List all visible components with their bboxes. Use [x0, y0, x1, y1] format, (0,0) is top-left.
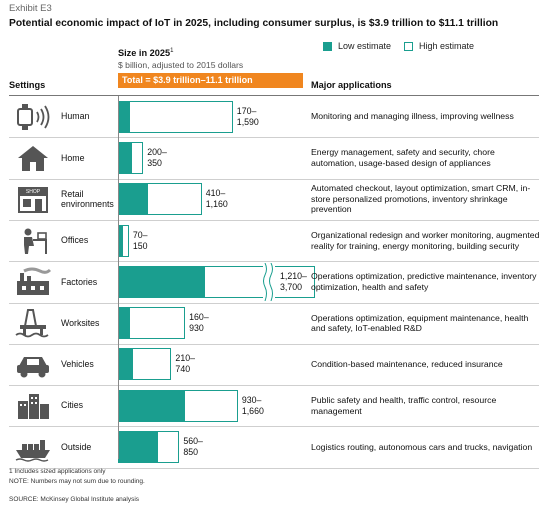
applications-text: Operations optimization, predictive main… [311, 271, 537, 292]
footnote-source: SOURCE: McKinsey Global Institute analys… [9, 496, 140, 503]
car-icon [14, 349, 52, 379]
bar-high-estimate [118, 100, 233, 133]
applications-text: Operations optimization, equipment maint… [311, 312, 529, 334]
range-value-label: 210– 740 [175, 353, 195, 375]
applications-text: Automated checkout, layout optimization,… [311, 183, 531, 215]
row-divider [9, 261, 539, 263]
legend-low-label: Low estimate [338, 41, 392, 51]
bar-low-estimate [118, 224, 124, 257]
total-banner [118, 73, 303, 88]
applications-text: Organizational redesign and worker monit… [311, 230, 540, 251]
footnote-note: NOTE: Numbers may not sum due to roundin… [9, 478, 145, 485]
setting-label: Cities [61, 400, 83, 411]
range-value-label: 930– 1,660 [241, 394, 264, 416]
size-header: Size in 20251 [118, 48, 173, 58]
row-divider [9, 137, 539, 139]
range-value-label: 170– 1,590 [236, 105, 259, 127]
legend-high-label: High estimate [419, 41, 475, 51]
office-worker-icon [14, 226, 52, 256]
city-icon [14, 391, 52, 421]
applications-column-header: Major applications [311, 80, 392, 90]
total-label: Total = $3.9 trillion–11.1 trillion [122, 75, 253, 85]
oil-rig-icon [14, 308, 52, 338]
row-divider [9, 178, 539, 180]
settings-column-header: Settings [9, 80, 46, 90]
range-value-label: 70– 150 [132, 229, 148, 251]
row-divider [9, 302, 539, 304]
house-icon [14, 143, 52, 173]
legend-low-swatch [323, 42, 332, 51]
setting-label: Home [61, 152, 85, 163]
range-value-label: 410– 1,160 [205, 188, 228, 210]
factory-icon [14, 267, 52, 297]
range-value-label: 200– 350 [147, 146, 167, 168]
range-value-label: 1,210– 3,700 [280, 270, 307, 292]
range-value-label: 560– 850 [183, 436, 203, 458]
chart-title: Potential economic impact of IoT in 2025… [9, 18, 499, 29]
bar-low-estimate [118, 307, 130, 340]
bar-low-estimate [118, 431, 159, 464]
row-divider [9, 219, 539, 221]
row-divider [9, 426, 539, 428]
cargo-ship-icon [14, 432, 52, 462]
bar-axis-line [118, 96, 119, 459]
header-rule [9, 95, 539, 96]
applications-text: Energy management, safety and security, … [311, 147, 495, 168]
bar-high-estimate-tail [275, 265, 315, 298]
row-divider [9, 467, 539, 469]
setting-label: Human [61, 111, 90, 122]
applications-text: Condition-based maintenance, reduced ins… [311, 358, 503, 369]
shop-icon: SHOP [14, 184, 52, 214]
exhibit-label: Exhibit E3 [9, 3, 52, 14]
applications-text: Public safety and health, traffic contro… [311, 395, 497, 416]
size-subtitle: $ billion, adjusted to 2015 dollars [118, 60, 244, 70]
setting-label: Retail environments [61, 188, 114, 210]
setting-label: Factories [61, 276, 98, 287]
row-divider [9, 385, 539, 387]
smartwatch-icon [14, 102, 52, 132]
range-value-label: 160– 930 [189, 312, 209, 334]
applications-text: Monitoring and managing illness, improvi… [311, 111, 514, 122]
setting-label: Vehicles [61, 359, 94, 370]
svg-text:SHOP: SHOP [26, 189, 41, 195]
bar-low-estimate [118, 183, 148, 216]
legend-high-swatch [404, 42, 413, 51]
setting-label: Outside [61, 441, 92, 452]
size-header-title: Size in 2025 [118, 48, 171, 59]
size-header-footnote-mark: 1 [170, 48, 174, 54]
bar-low-estimate [118, 100, 131, 133]
setting-label: Worksites [61, 317, 100, 328]
bar-low-estimate [118, 265, 206, 298]
setting-label: Offices [61, 235, 89, 246]
row-divider [9, 343, 539, 345]
applications-text: Logistics routing, autonomous cars and t… [311, 441, 533, 452]
bar-low-estimate [118, 389, 186, 422]
axis-break-mark [263, 262, 275, 301]
bar-low-estimate [118, 141, 133, 174]
footnote-1: 1 Includes sized applications only [9, 468, 106, 475]
bar-low-estimate [118, 348, 134, 381]
